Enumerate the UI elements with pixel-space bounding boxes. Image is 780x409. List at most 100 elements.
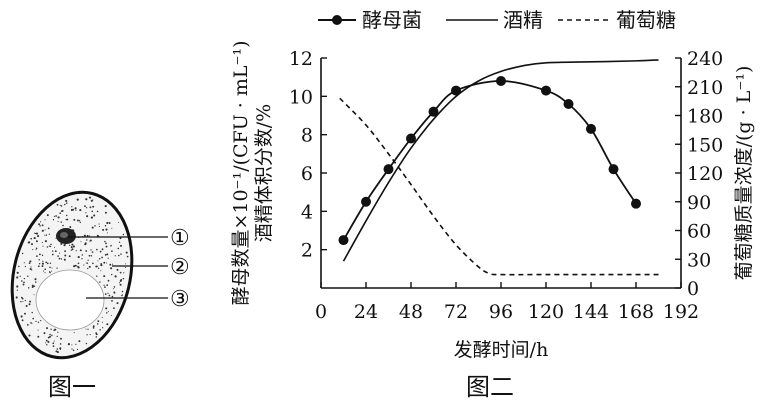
- x-tick-label-5: 120: [528, 301, 564, 323]
- stipple-dot: [23, 262, 25, 264]
- stipple-dot: [22, 283, 25, 286]
- stipple-dot: [85, 250, 88, 252]
- stipple-dot: [113, 307, 115, 309]
- stipple-dot: [49, 245, 52, 248]
- series-line-0: [342, 80, 637, 241]
- stipple-dot: [34, 278, 37, 281]
- figure-2-caption: 图二: [466, 373, 514, 401]
- yeast-point-8: [563, 99, 574, 109]
- stipple-dot: [109, 263, 112, 266]
- stipple-dot: [44, 268, 47, 271]
- stipple-dot: [40, 221, 42, 223]
- stipple-dot: [70, 208, 73, 212]
- stipple-dot: [20, 315, 23, 318]
- stipple-dot: [106, 312, 108, 314]
- stipple-dot: [56, 351, 59, 354]
- stipple-dot: [31, 311, 33, 314]
- stipple-dot: [105, 228, 108, 231]
- stipple-dot: [41, 241, 43, 243]
- stipple-dot: [102, 228, 105, 231]
- stipple-dot: [119, 280, 122, 282]
- stipple-dot: [95, 265, 98, 268]
- right-axis-title: 葡萄糖质量浓度/(g · L⁻¹): [733, 66, 755, 281]
- stipple-dot: [47, 336, 50, 339]
- stipple-dot: [75, 209, 77, 211]
- stipple-dot: [65, 202, 68, 204]
- stipple-dot: [116, 268, 119, 271]
- stipple-dot: [103, 284, 105, 286]
- label-cytoplasm: ②: [170, 255, 190, 280]
- stipple-dot: [111, 300, 113, 302]
- stipple-dot: [60, 242, 63, 245]
- stipple-dot: [76, 348, 79, 351]
- stipple-dot: [38, 259, 40, 261]
- stipple-dot: [37, 335, 40, 338]
- stipple-dot: [51, 334, 53, 337]
- stipple-dot: [119, 271, 122, 274]
- stipple-dot: [54, 329, 57, 331]
- stipple-dot: [118, 254, 120, 257]
- stipple-dot: [54, 246, 55, 248]
- stipple-dot: [111, 295, 114, 298]
- vacuole: [35, 269, 105, 331]
- stipple-dot: [116, 302, 119, 305]
- y-left-tick-label-3: 8: [301, 125, 313, 147]
- stipple-dot: [70, 246, 73, 249]
- y-left-tick-label-5: 12: [289, 48, 313, 70]
- stipple-dot: [46, 246, 49, 248]
- yeast-point-6: [496, 76, 506, 86]
- figure-1-caption: 图一: [48, 373, 96, 401]
- stipple-dot: [47, 340, 50, 343]
- stipple-dot: [104, 205, 107, 208]
- stipple-dot: [96, 275, 98, 277]
- y-right-tick-label-6: 180: [687, 106, 723, 128]
- stipple-dot: [90, 249, 92, 251]
- stipple-dot: [107, 279, 110, 282]
- stipple-dot: [57, 255, 59, 257]
- x-axis-title: 发酵时间/h: [454, 339, 549, 361]
- stipple-dot: [46, 327, 48, 330]
- stipple-dot: [27, 275, 29, 277]
- stipple-dot: [95, 332, 97, 334]
- stipple-dot: [81, 258, 83, 260]
- left-axis-title: 酵母数量×10⁻¹/(CFU · mL⁻¹): [230, 40, 252, 305]
- stipple-dot: [56, 348, 59, 350]
- stipple-dot: [83, 234, 86, 237]
- stipple-dot: [44, 272, 46, 274]
- stipple-dot: [28, 303, 31, 306]
- stipple-dot: [106, 284, 109, 286]
- stipple-dot: [106, 232, 108, 234]
- stipple-dot: [33, 294, 35, 296]
- stipple-dot: [92, 325, 95, 328]
- stipple-dot: [104, 253, 107, 256]
- stipple-dot: [21, 252, 24, 255]
- stipple-dot: [88, 196, 92, 199]
- stipple-dot: [52, 345, 55, 347]
- stipple-dot: [89, 206, 92, 209]
- stipple-dot: [41, 254, 44, 257]
- stipple-dot: [69, 244, 71, 246]
- stipple-dot: [104, 240, 106, 243]
- stipple-dot: [106, 323, 109, 326]
- axis-ticks: 0 24 48 72 96 120 144 168 1922468101203060901201…: [289, 48, 723, 323]
- stipple-dot: [31, 269, 33, 271]
- stipple-dot: [108, 222, 111, 224]
- y-left-tick-label-2: 6: [301, 163, 313, 185]
- stipple-dot: [74, 264, 77, 267]
- stipple-dot: [32, 285, 35, 287]
- stipple-dot: [35, 240, 38, 243]
- stipple-dot: [31, 322, 33, 324]
- stipple-dot: [56, 335, 58, 338]
- stipple-dot: [79, 221, 81, 224]
- stipple-dot: [41, 262, 44, 265]
- stipple-dot: [84, 205, 86, 208]
- stipple-dot: [52, 250, 54, 252]
- stipple-dot: [71, 344, 73, 346]
- stipple-dot: [105, 307, 108, 310]
- stipple-dot: [95, 336, 98, 338]
- stipple-dot: [64, 243, 66, 246]
- yeast-point-5: [451, 85, 461, 96]
- stipple-dot: [104, 224, 107, 227]
- stipple-dot: [76, 198, 79, 201]
- legend-glucose-label: 葡萄糖: [616, 8, 676, 32]
